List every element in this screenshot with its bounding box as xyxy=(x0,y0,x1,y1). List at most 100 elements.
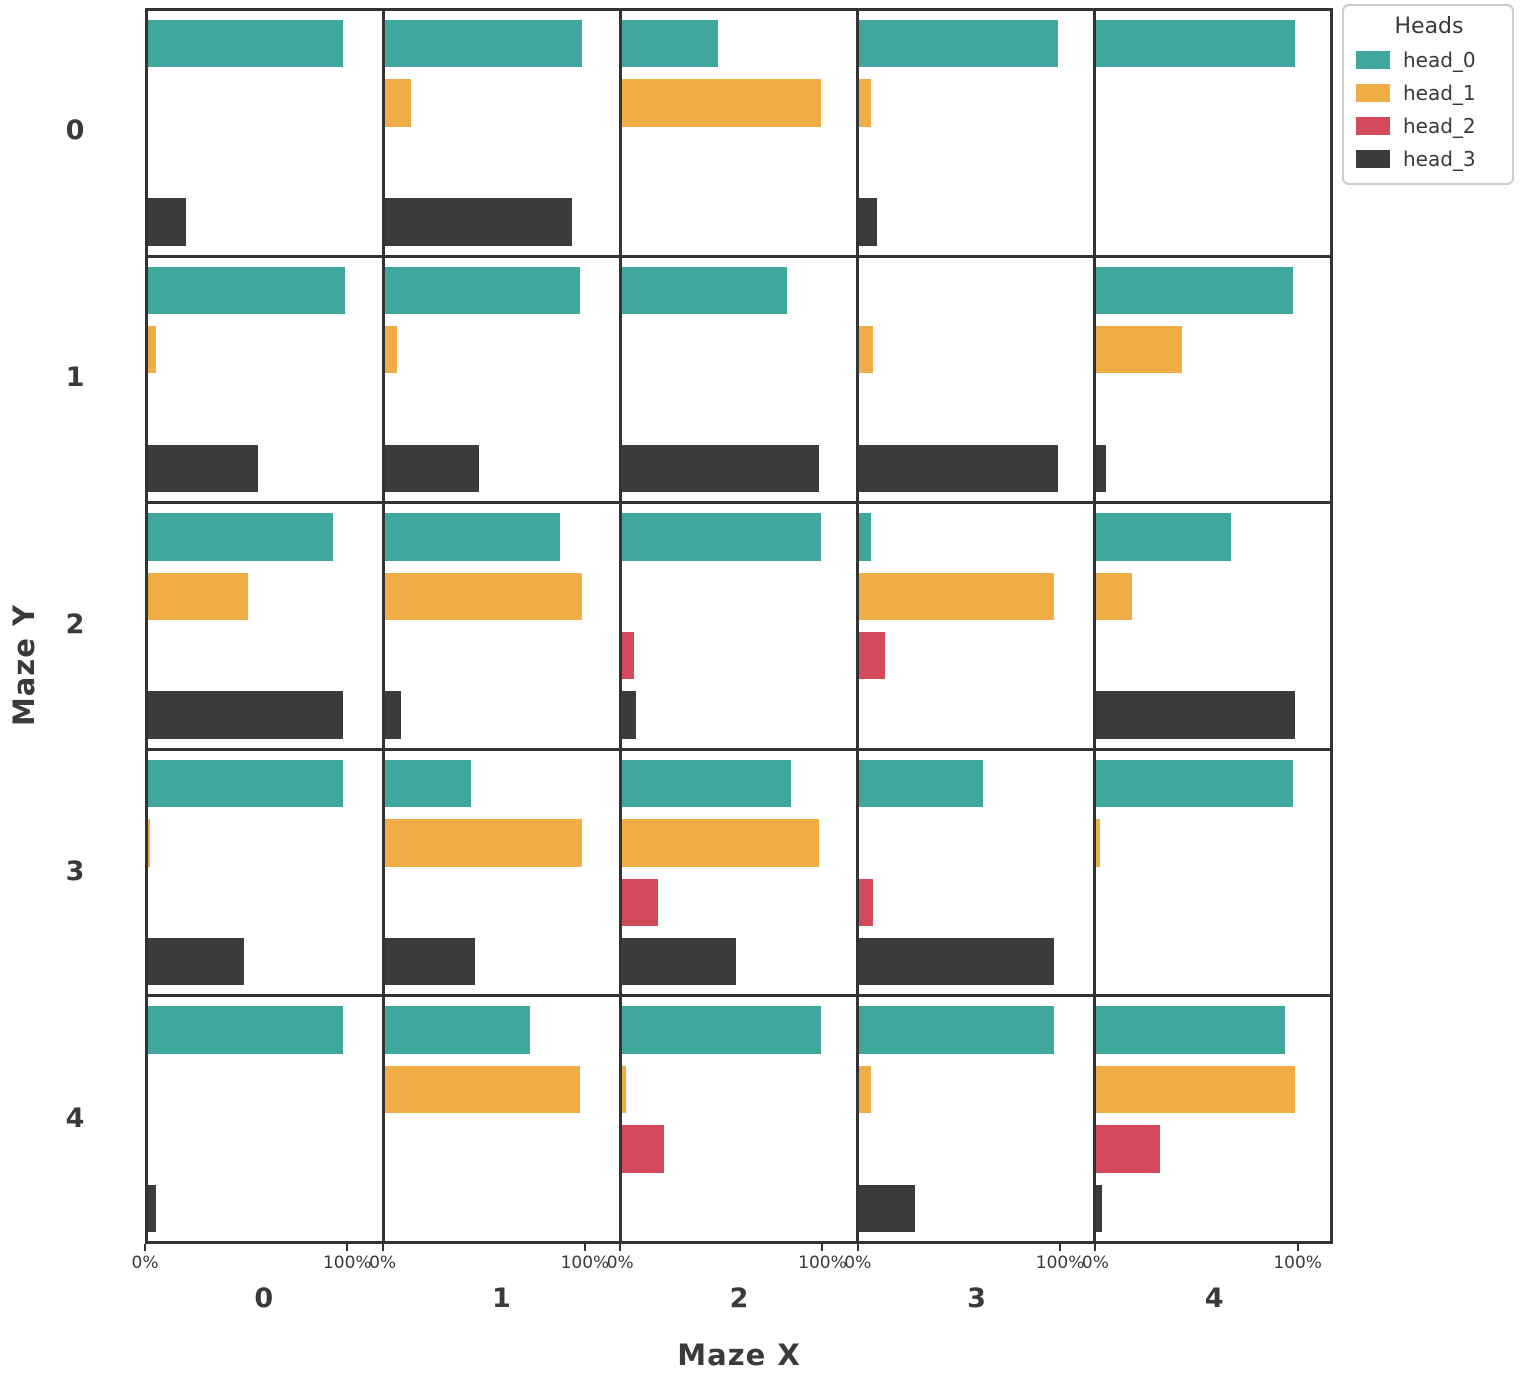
bar-head_0 xyxy=(148,1006,344,1054)
bar-head_0 xyxy=(622,19,718,68)
band-head_2 xyxy=(622,873,856,932)
bar-head_1 xyxy=(1096,1065,1296,1114)
band-head_3 xyxy=(622,1179,856,1238)
facet-x-axis: 0% 100% xyxy=(369,1244,621,1284)
bar-head_3 xyxy=(859,937,1055,986)
x-tick-label: 100% xyxy=(560,1253,610,1273)
band-head_3 xyxy=(622,439,856,498)
legend-entry-head_0: head_0 xyxy=(1356,48,1502,72)
facet-x-axis: 0% 100% xyxy=(607,1244,858,1284)
x-axis-title: Maze X xyxy=(677,1338,801,1372)
legend-label: head_1 xyxy=(1403,81,1476,105)
x-tick-label: 100% xyxy=(322,1253,372,1273)
facet-row-label-1: 1 xyxy=(65,362,85,393)
x-tick-label: 0% xyxy=(844,1253,872,1273)
bar-head_1 xyxy=(622,819,820,867)
band-head_0 xyxy=(859,1000,1093,1059)
facet-y1-x0 xyxy=(148,257,382,502)
band-head_0 xyxy=(1096,507,1330,566)
band-head_1 xyxy=(385,813,619,872)
band-head_1 xyxy=(622,320,856,379)
bar-head_3 xyxy=(1096,691,1296,739)
band-head_2 xyxy=(622,133,856,192)
facet-x-axis: 0% 100% xyxy=(132,1244,383,1284)
x-tick xyxy=(381,1244,384,1251)
bar-head_0 xyxy=(622,266,788,315)
bar-head_2 xyxy=(859,878,873,927)
bar-head_3 xyxy=(859,444,1059,493)
legend-entry-head_1: head_1 xyxy=(1356,81,1502,105)
bar-head_0 xyxy=(148,759,344,808)
facet-column-label-4: 4 xyxy=(1204,1283,1224,1314)
legend-entry-head_3: head_3 xyxy=(1356,147,1502,171)
band-head_3 xyxy=(859,192,1093,251)
band-head_3 xyxy=(148,685,382,744)
band-head_3 xyxy=(148,192,382,251)
bar-head_1 xyxy=(1096,572,1132,621)
x-axis: 0% 100% 0% 100% 0% 100% 0% 100% 0% 100% xyxy=(132,1244,1333,1284)
bar-head_3 xyxy=(1096,444,1106,493)
band-head_0 xyxy=(385,261,619,320)
bar-head_1 xyxy=(1096,325,1182,374)
bar-head_0 xyxy=(1096,1006,1286,1054)
facet-y2-x0 xyxy=(148,504,382,748)
bar-head_1 xyxy=(148,572,248,621)
legend-entries: head_0 head_1 head_2 head_3 xyxy=(1356,48,1502,171)
band-head_2 xyxy=(1096,1119,1330,1178)
band-head_2 xyxy=(148,379,382,438)
legend-entry-head_2: head_2 xyxy=(1356,114,1502,138)
band-head_2 xyxy=(385,379,619,438)
bar-head_2 xyxy=(1096,1125,1160,1173)
band-head_0 xyxy=(148,754,382,813)
x-tick-label: 100% xyxy=(798,1253,847,1273)
bar-head_2 xyxy=(622,631,634,680)
band-head_2 xyxy=(859,626,1093,685)
band-head_2 xyxy=(148,1119,382,1178)
facet-y3-x4 xyxy=(1096,750,1330,995)
facet-y2-x1 xyxy=(385,504,619,748)
x-tick xyxy=(856,1244,859,1251)
x-tick xyxy=(583,1244,586,1251)
band-head_0 xyxy=(148,507,382,566)
bar-head_1 xyxy=(859,1065,871,1114)
facet-column-label-0: 0 xyxy=(254,1283,274,1314)
bar-head_3 xyxy=(148,937,244,986)
band-head_3 xyxy=(148,1179,382,1238)
band-head_3 xyxy=(1096,192,1330,251)
bar-head_1 xyxy=(148,819,150,867)
band-head_2 xyxy=(148,626,382,685)
bar-head_3 xyxy=(385,937,475,986)
band-head_2 xyxy=(385,626,619,685)
band-head_1 xyxy=(622,813,856,872)
band-head_1 xyxy=(859,320,1093,379)
bar-head_0 xyxy=(148,266,346,315)
legend-title: Heads xyxy=(1394,14,1464,39)
facet-y2-x2 xyxy=(622,504,856,748)
band-head_0 xyxy=(859,14,1093,73)
bar-head_3 xyxy=(859,1184,915,1233)
band-head_0 xyxy=(385,1000,619,1059)
facet-y4-x4 xyxy=(1096,997,1330,1241)
bar-head_1 xyxy=(385,325,397,374)
band-head_3 xyxy=(859,932,1093,991)
band-head_3 xyxy=(385,685,619,744)
band-head_3 xyxy=(385,932,619,991)
bar-head_3 xyxy=(622,937,736,986)
bar-head_0 xyxy=(859,19,1059,68)
band-head_2 xyxy=(859,133,1093,192)
bar-head_0 xyxy=(622,759,792,808)
band-head_3 xyxy=(859,685,1093,744)
band-head_3 xyxy=(622,685,856,744)
band-head_0 xyxy=(385,507,619,566)
facet-x-axis: 0% 100% xyxy=(844,1244,1096,1284)
bar-head_0 xyxy=(622,1006,822,1054)
bar-head_0 xyxy=(859,759,983,808)
facet-y1-x4 xyxy=(1096,257,1330,502)
bar-head_3 xyxy=(148,691,344,739)
bar-head_3 xyxy=(148,444,258,493)
bar-head_0 xyxy=(385,759,471,808)
band-head_1 xyxy=(1096,1060,1330,1119)
x-tick-label: 100% xyxy=(1273,1253,1322,1273)
facet-y3-x2 xyxy=(622,750,856,995)
